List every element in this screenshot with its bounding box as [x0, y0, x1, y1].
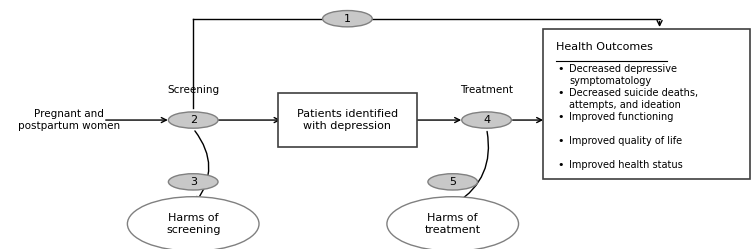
Text: Screening: Screening [167, 86, 219, 96]
Text: Improved functioning: Improved functioning [569, 112, 673, 122]
Text: 5: 5 [449, 177, 456, 187]
Circle shape [428, 174, 478, 190]
Text: •: • [557, 64, 564, 74]
Text: 3: 3 [190, 177, 197, 187]
Text: Health Outcomes: Health Outcomes [556, 42, 652, 52]
Text: Improved quality of life: Improved quality of life [569, 136, 683, 146]
Text: •: • [557, 136, 564, 146]
Text: Harms of
screening: Harms of screening [166, 213, 220, 235]
Circle shape [322, 10, 372, 27]
Text: 1: 1 [344, 14, 351, 24]
Text: Decreased suicide deaths,
attempts, and ideation: Decreased suicide deaths, attempts, and … [569, 88, 698, 110]
Ellipse shape [387, 197, 519, 250]
Text: 2: 2 [190, 115, 197, 125]
Text: Treatment: Treatment [460, 86, 513, 96]
Text: Decreased depressive
symptomatology: Decreased depressive symptomatology [569, 64, 677, 86]
Text: Improved health status: Improved health status [569, 160, 683, 170]
Ellipse shape [128, 197, 259, 250]
FancyBboxPatch shape [278, 93, 417, 147]
Circle shape [168, 112, 218, 128]
Circle shape [462, 112, 511, 128]
Text: •: • [557, 160, 564, 170]
Text: •: • [557, 112, 564, 122]
Text: •: • [557, 88, 564, 99]
Text: Pregnant and
postpartum women: Pregnant and postpartum women [18, 109, 120, 131]
Text: 4: 4 [483, 115, 490, 125]
Text: Patients identified
with depression: Patients identified with depression [297, 109, 398, 131]
Circle shape [168, 174, 218, 190]
FancyBboxPatch shape [543, 28, 750, 180]
Text: Harms of
treatment: Harms of treatment [424, 213, 481, 235]
